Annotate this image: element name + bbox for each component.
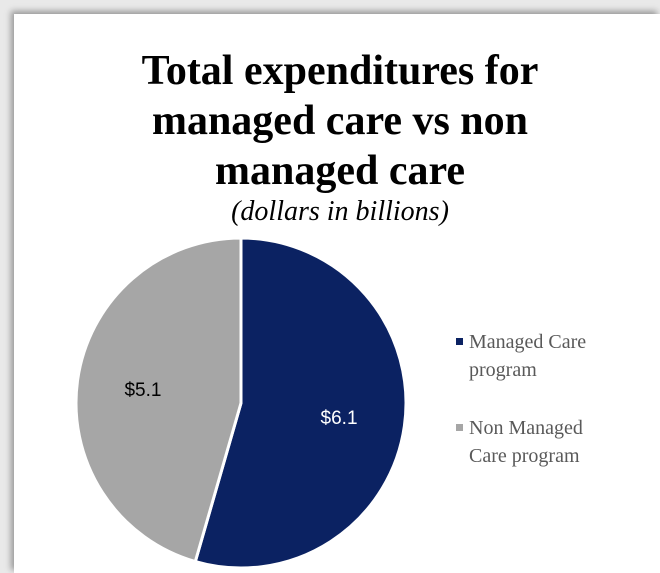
legend-swatch: [456, 424, 463, 431]
pie-slice: [193, 236, 408, 570]
data-label: $6.1: [321, 408, 358, 429]
data-label: $5.1: [124, 380, 161, 401]
legend-item: Non Managed Care program: [456, 414, 619, 470]
chart-subtitle: (dollars in billions): [231, 196, 449, 227]
legend-label: Managed Care program: [469, 331, 587, 381]
pie-slice: [74, 236, 243, 564]
chart-title: Total expenditures for managed care vs n…: [141, 48, 539, 194]
legend-item: Managed Care program: [456, 328, 619, 384]
legend-swatch: [456, 338, 463, 345]
legend-label: Non Managed Care program: [469, 417, 583, 467]
